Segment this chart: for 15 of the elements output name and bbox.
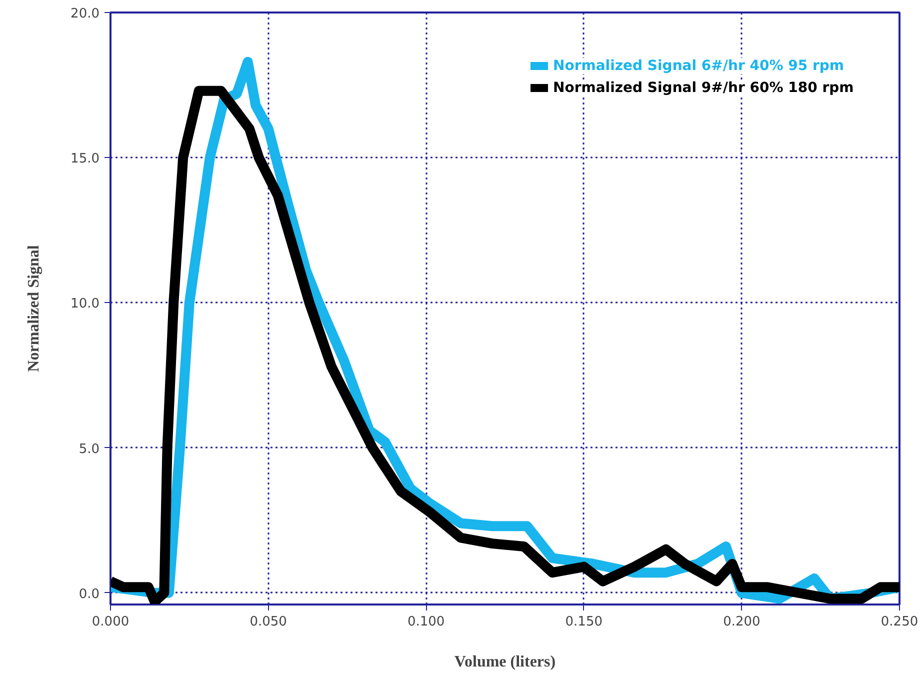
y-tick-label: 15.0 [70,152,100,167]
y-tick-label: 0.0 [78,586,100,602]
x-tick-label: 0.000 [92,614,130,630]
y-axis-title: Normalized Signal [26,244,43,372]
x-tick-label: 0.200 [723,614,760,630]
x-axis-title: Volume (liters) [454,654,556,670]
x-tick-label: 0.100 [407,614,445,630]
y-tick-label: 20.0 [70,6,100,22]
legend-label: Normalized Signal 6#/hr 40% 95 rpm [553,58,844,74]
y-tick-label: 5.0 [78,442,100,457]
x-tick-label: 0.150 [565,614,603,630]
legend-label: Normalized Signal 9#/hr 60% 180 rpm [553,80,854,96]
y-tick-label: 10.0 [70,296,100,312]
x-tick-label: 0.250 [880,614,918,630]
x-tick-label: 0.050 [250,614,287,630]
